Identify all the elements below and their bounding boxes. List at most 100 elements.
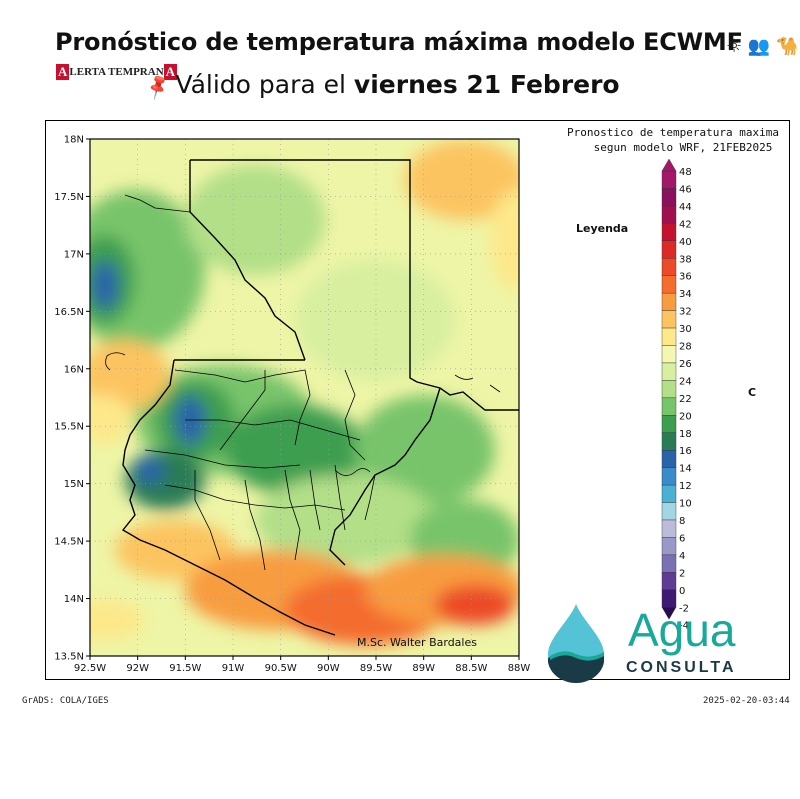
colorbar-label: 8 (679, 516, 685, 527)
alerta-temprana-logo: A LERTA TEMPRAN A (56, 64, 178, 80)
plot-title-line1: Pronostico de temperatura maxima (567, 126, 779, 139)
alerta-logo-mid: LERTA TEMPRAN (69, 66, 164, 78)
colorbar-swatch (661, 327, 677, 346)
colorbar-swatch (661, 432, 677, 451)
colorbar-label: 2 (679, 568, 685, 579)
colorbar-label: 24 (679, 376, 692, 387)
validity-subtitle: 📌Válido para el viernes 21 Febrero (143, 70, 620, 102)
colorbar-label: 30 (679, 324, 692, 335)
colorbar-label: 22 (679, 394, 692, 405)
subtitle-date: viernes 21 Febrero (353, 70, 620, 99)
colorbar-bottom-arrow (661, 607, 677, 620)
lon-tick-label: 92.5W (74, 663, 106, 674)
colorbar: 4846444240383634323028262422201816141210… (661, 158, 692, 632)
colorbar-label: 48 (679, 167, 692, 178)
axis-labels: 18N 17.5N 17N 16.5N 16N 15.5N 15N 14.5N 14N 13.5N… (54, 135, 530, 675)
alerta-logo-last: A (163, 64, 178, 80)
colorbar-swatch (661, 554, 677, 573)
logo-word-consulta: CONSULTA (626, 659, 737, 676)
temperature-field (90, 139, 519, 656)
colorbar-label: 6 (679, 533, 685, 544)
colorbar-label: 46 (679, 184, 692, 195)
colorbar-label: 16 (679, 446, 692, 457)
colorbar-label: 34 (679, 289, 692, 300)
lat-tick-label: 13.5N (54, 652, 84, 663)
lat-tick-label: 15.5N (54, 422, 84, 433)
colorbar-swatch (661, 467, 677, 486)
map-grid (90, 139, 519, 656)
colorbar-label: 40 (679, 237, 692, 248)
colorbar-label: 14 (679, 464, 692, 475)
subtitle-prefix: Válido para el (175, 70, 346, 99)
colorbar-swatch (661, 240, 677, 259)
colorbar-swatch (661, 310, 677, 329)
colorbar-top-arrow (661, 158, 677, 172)
sun-icon: ☼ (726, 36, 743, 57)
colorbar-swatch (661, 502, 677, 521)
unit-label: C (748, 386, 756, 399)
page-title: Pronóstico de temperatura máxima modelo … (55, 28, 743, 56)
colorbar-label: 12 (679, 481, 692, 492)
colorbar-swatch (661, 415, 677, 433)
colorbar-swatch (661, 205, 677, 224)
lon-tick-label: 89W (412, 663, 435, 674)
colorbar-swatch (661, 188, 677, 207)
lat-tick-label: 15N (64, 479, 84, 490)
camel-icon: 🐪 (776, 36, 799, 57)
colorbar-swatch (661, 572, 677, 591)
lon-tick-label: 92W (126, 663, 149, 674)
colorbar-label: 32 (679, 307, 692, 318)
lat-tick-label: 16.5N (54, 307, 84, 318)
lat-tick-label: 18N (64, 135, 84, 146)
colorbar-label: 20 (679, 411, 692, 422)
alerta-logo-first: A (56, 64, 70, 80)
colorbar-label: 28 (679, 342, 692, 353)
lon-tick-label: 90.5W (265, 663, 297, 674)
grads-credit: GrADS: COLA/IGES (22, 696, 109, 706)
plot-title-line2: segun modelo WRF, 21FEB2025 (594, 141, 773, 154)
credit-label: M.Sc. Walter Bardales (357, 636, 477, 649)
colorbar-swatch (661, 450, 677, 468)
lat-tick-label: 14.5N (54, 537, 84, 548)
agua-consulta-logo: Agua CONSULTA (546, 598, 761, 686)
colorbar-label: -4 (679, 621, 689, 632)
colorbar-swatch (661, 397, 677, 416)
temperature-map: 18N 17.5N 17N 16.5N 16N 15.5N 15N 14.5N 14N 13.5N… (54, 126, 779, 675)
country-borders (105, 159, 519, 636)
map-frame (45, 120, 790, 680)
colorbar-swatch (661, 223, 677, 241)
colorbar-swatch (661, 345, 677, 364)
colorbar-label: 42 (679, 219, 692, 230)
colorbar-label: 26 (679, 359, 692, 370)
timestamp: 2025-02-20-03:44 (703, 696, 790, 706)
lat-tick-label: 17N (64, 249, 84, 260)
lon-tick-label: 91W (222, 663, 245, 674)
colorbar-swatch (661, 292, 677, 311)
title-icons: ☼ 👥 🐪 (726, 36, 798, 57)
logo-word-agua: Agua (628, 604, 736, 656)
colorbar-swatch (661, 362, 677, 381)
legend-title: Leyenda (576, 222, 628, 235)
lon-tick-label: 90W (317, 663, 340, 674)
colorbar-swatch (661, 519, 677, 538)
lat-tick-label: 16N (64, 364, 84, 375)
colorbar-swatch (661, 170, 677, 189)
colorbar-swatch (661, 537, 677, 556)
colorbar-swatch (661, 484, 677, 503)
colorbar-label: 10 (679, 499, 692, 510)
lon-tick-label: 88.5W (455, 663, 487, 674)
lon-tick-label: 89.5W (360, 663, 392, 674)
lon-tick-label: 88W (508, 663, 531, 674)
lat-tick-label: 17.5N (54, 192, 84, 203)
colorbar-swatch (661, 380, 677, 399)
lon-tick-label: 91.5W (169, 663, 201, 674)
colorbar-label: 4 (679, 551, 685, 562)
lat-tick-label: 14N (64, 594, 84, 605)
plot-border (89, 138, 520, 657)
colorbar-label: 0 (679, 586, 685, 597)
colorbar-label: 44 (679, 202, 692, 213)
colorbar-label: 36 (679, 272, 692, 283)
people-icon: 👥 (747, 36, 771, 57)
colorbar-label: 18 (679, 429, 692, 440)
colorbar-swatch (661, 275, 677, 294)
